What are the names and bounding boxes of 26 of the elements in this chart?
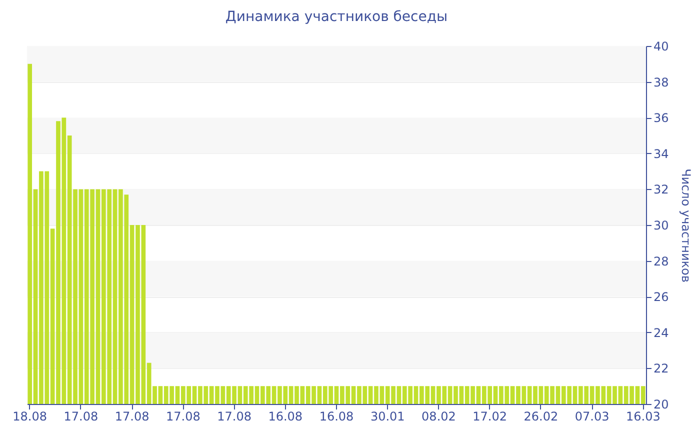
x-tick-label: 16.08 xyxy=(268,410,303,424)
x-tick-label: 16.08 xyxy=(319,410,354,424)
y-tick-label: 22 xyxy=(654,362,669,376)
y-tick-label: 20 xyxy=(654,398,669,412)
y-tick-label: 36 xyxy=(654,111,669,126)
x-tick-label: 17.08 xyxy=(166,410,200,424)
y-tick-label: 26 xyxy=(654,290,669,304)
x-tick-label: 17.08 xyxy=(64,410,98,424)
y-tick-label: 38 xyxy=(654,75,669,90)
y-tick-label: 30 xyxy=(654,218,669,232)
y-tick-label: 32 xyxy=(654,182,669,197)
y-tick-label: 40 xyxy=(654,40,669,54)
x-tick-label: 30.01 xyxy=(370,410,405,424)
x-tick-label: 26.02 xyxy=(524,410,558,424)
chart-title: Динамика участников беседы xyxy=(225,9,448,25)
x-tick-label: 18.08 xyxy=(12,410,48,424)
x-tick-label: 17.08 xyxy=(217,410,252,424)
y-tick-label: 28 xyxy=(654,254,669,268)
x-tick-label: 16.03 xyxy=(626,410,660,424)
y-tick-label: 34 xyxy=(654,146,669,161)
x-tick-label: 08.02 xyxy=(422,410,456,424)
x-tick-label: 17.02 xyxy=(472,410,508,424)
y-axis-title: Число участников xyxy=(678,168,693,282)
x-tick-label: 07.03 xyxy=(574,410,610,424)
y-tick-label: 24 xyxy=(654,326,669,340)
x-tick-label: 17.08 xyxy=(114,410,150,424)
